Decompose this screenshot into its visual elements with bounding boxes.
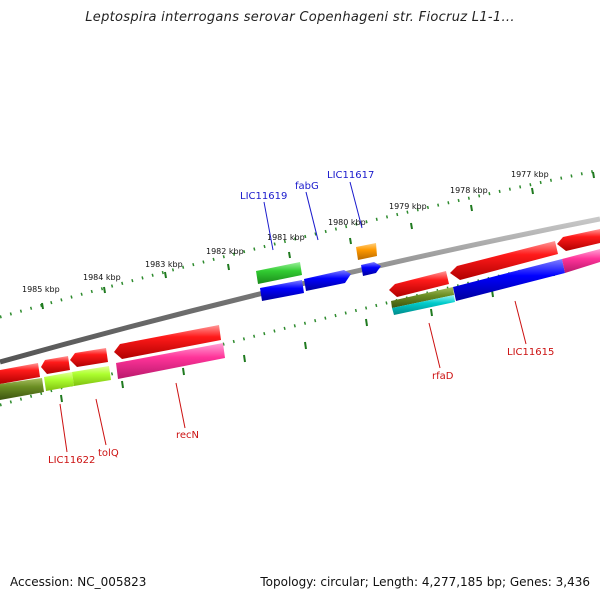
outer-ruler-arc bbox=[0, 168, 600, 319]
gene-tolq-feature[interactable] bbox=[72, 366, 111, 386]
gene-label-fabg[interactable]: fabG bbox=[295, 181, 319, 192]
gene-olive-feature[interactable] bbox=[0, 378, 44, 400]
gene-label-lic11619[interactable]: LIC11619 bbox=[240, 191, 287, 202]
gene-rfad-feature[interactable] bbox=[391, 287, 454, 308]
gene-red-feature-edge[interactable] bbox=[557, 229, 600, 251]
gene-red-feature-long[interactable] bbox=[450, 241, 558, 280]
right-feature-cluster bbox=[389, 229, 600, 315]
ruler-label-1977: 1977 kbp bbox=[511, 170, 549, 179]
gene-label-recn[interactable]: recN bbox=[176, 430, 199, 441]
gene-label-lic11617[interactable]: LIC11617 bbox=[327, 170, 374, 181]
ruler-label-1981: 1981 kbp bbox=[267, 233, 305, 242]
gene-lic11615-feature[interactable] bbox=[453, 259, 565, 301]
ruler-label-1980: 1980 kbp bbox=[328, 218, 366, 227]
gene-fabg-feature-a[interactable] bbox=[260, 280, 304, 301]
forward-strand-track bbox=[256, 243, 381, 301]
gene-label-tolq[interactable]: tolQ bbox=[98, 448, 119, 459]
gene-cyan-feature[interactable] bbox=[392, 295, 455, 315]
gene-lic11617-feature[interactable] bbox=[356, 243, 377, 260]
gene-red-feature-2[interactable] bbox=[41, 356, 70, 374]
ruler-label-1985: 1985 kbp bbox=[22, 285, 60, 294]
genome-title: Leptospira interrogans serovar Copenhage… bbox=[85, 10, 515, 25]
gene-label-rfad[interactable]: rfaD bbox=[432, 371, 454, 382]
gene-pink-feature-edge[interactable] bbox=[562, 249, 600, 273]
left-feature-cluster bbox=[0, 325, 225, 400]
ruler-label-1984: 1984 kbp bbox=[83, 273, 121, 282]
genome-summary-label: Topology: circular; Length: 4,277,185 bp… bbox=[260, 575, 590, 589]
ruler-label-1983: 1983 kbp bbox=[145, 260, 183, 269]
gene-tolq-red-feature[interactable] bbox=[70, 348, 108, 367]
ruler-label-1982: 1982 kbp bbox=[206, 247, 244, 256]
gene-recn-feature[interactable] bbox=[116, 343, 225, 379]
gene-fabg-feature-b[interactable] bbox=[304, 270, 351, 291]
gene-recn-red-feature[interactable] bbox=[114, 325, 221, 359]
gene-label-lic11615[interactable]: LIC11615 bbox=[507, 347, 554, 358]
ruler-label-1979: 1979 kbp bbox=[389, 202, 427, 211]
outer-major-ticks bbox=[41, 171, 595, 310]
gene-red-feature-1[interactable] bbox=[0, 363, 40, 384]
gene-lic11619-feature[interactable] bbox=[256, 262, 302, 284]
label-leader-lines bbox=[59, 181, 527, 453]
accession-label: Accession: NC_005823 bbox=[10, 575, 147, 589]
gene-lic11622-feature[interactable] bbox=[44, 372, 74, 391]
ruler-label-1978: 1978 kbp bbox=[450, 186, 488, 195]
gene-small-blue-feature[interactable] bbox=[361, 262, 381, 276]
gene-label-lic11622[interactable]: LIC11622 bbox=[48, 455, 95, 466]
gene-rfad-red-feature[interactable] bbox=[389, 271, 449, 297]
